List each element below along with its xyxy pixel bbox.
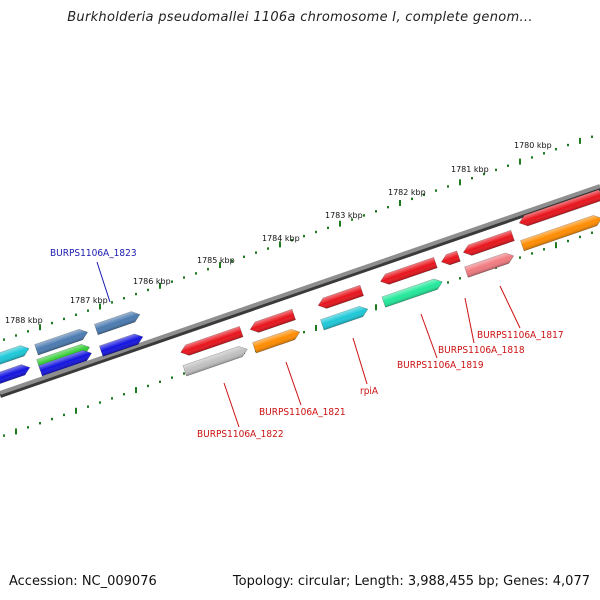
gene-mint-arrow[interactable] bbox=[381, 277, 444, 308]
gene-blue2-arrow[interactable] bbox=[38, 348, 94, 377]
scale-label: 1782 kbp bbox=[388, 188, 426, 197]
gene-shading bbox=[0, 364, 30, 388]
gene-shading bbox=[520, 215, 600, 251]
gene-shading bbox=[318, 285, 364, 309]
leader-line bbox=[420, 313, 438, 359]
gene-orange2-arrow[interactable] bbox=[252, 327, 302, 354]
leader-line bbox=[499, 285, 521, 329]
gene-orange-arrow[interactable] bbox=[520, 213, 600, 252]
scale-label: 1788 kbp bbox=[5, 316, 43, 325]
backbone bbox=[0, 184, 600, 395]
gene-cyan2-arrow[interactable] bbox=[0, 343, 31, 368]
gene-label-burps_1822[interactable]: BURPS1106A_1822 bbox=[197, 429, 284, 440]
gene-shading bbox=[441, 250, 461, 265]
gene-shading bbox=[519, 189, 600, 226]
scale-label: 1784 kbp bbox=[262, 234, 300, 243]
scale-label: 1781 kbp bbox=[451, 165, 489, 174]
gene-label-burps_1821[interactable]: BURPS1106A_1821 bbox=[259, 407, 346, 418]
gene-shading bbox=[252, 329, 300, 354]
features bbox=[0, 189, 600, 389]
gene-steel2-arrow[interactable] bbox=[34, 327, 90, 356]
gene-label-burps_1823[interactable]: BURPS1106A_1823 bbox=[50, 248, 137, 259]
scale-label: 1787 kbp bbox=[70, 296, 108, 305]
leader-line bbox=[223, 382, 240, 428]
gene-1818-arrow[interactable] bbox=[379, 256, 438, 286]
gene-shading bbox=[183, 346, 248, 376]
leader-line bbox=[464, 297, 475, 344]
gene-1819-arrow[interactable] bbox=[316, 284, 364, 310]
leader-line bbox=[96, 261, 111, 303]
gene-shading bbox=[463, 230, 515, 256]
gene-1817-arrow[interactable] bbox=[518, 189, 600, 228]
gene-cyan-arrow[interactable] bbox=[320, 304, 370, 331]
gene-label-burps_1818[interactable]: BURPS1106A_1818 bbox=[438, 345, 525, 356]
labels: BURPS1106A_1823 BURPS1106A_1817 BURPS1106A… bbox=[50, 248, 564, 440]
scale-label: 1785 kbp bbox=[197, 256, 235, 265]
gene-blue3-arrow[interactable] bbox=[0, 362, 32, 389]
scale-label: 1786 kbp bbox=[133, 277, 171, 286]
leader-line bbox=[285, 361, 302, 406]
gene-shading bbox=[380, 257, 438, 285]
gene-1820-arrow[interactable] bbox=[248, 308, 296, 334]
gene-small-arrow[interactable] bbox=[440, 250, 461, 267]
gene-shading bbox=[34, 329, 88, 355]
leader-line bbox=[352, 337, 368, 385]
accession-text: Accession: NC_009076 bbox=[9, 574, 157, 589]
scale-label: 1783 kbp bbox=[325, 211, 363, 220]
gene-blue-arrow[interactable] bbox=[99, 332, 144, 357]
scale-label: 1780 kbp bbox=[514, 141, 552, 150]
gene-shading bbox=[0, 345, 29, 367]
topology-summary: Topology: circular; Length: 3,988,455 bp… bbox=[232, 574, 590, 589]
gene-gray-arrow[interactable] bbox=[182, 344, 249, 377]
gene-shading bbox=[381, 278, 443, 308]
gene-shading bbox=[99, 333, 143, 357]
gene-shading bbox=[250, 309, 296, 333]
gene-shading bbox=[320, 306, 368, 331]
gene-shading bbox=[94, 311, 140, 335]
gene-shading bbox=[38, 350, 92, 376]
map-title: Burkholderia pseudomallei 1106a chromoso… bbox=[67, 10, 533, 25]
gene-label-rpia[interactable]: rpiA bbox=[360, 386, 379, 397]
gene-1821-arrow[interactable] bbox=[179, 326, 244, 357]
gene-shading bbox=[464, 252, 514, 278]
scale-outer: 1780 kbp 1781 kbp 1782 kbp 1783 kbp 1784 kbp… bbox=[3, 135, 593, 341]
gene-shading bbox=[180, 326, 244, 356]
gene-pink-arrow[interactable] bbox=[464, 251, 516, 278]
gene-label-burps_1817[interactable]: BURPS1106A_1817 bbox=[477, 330, 564, 341]
gene-1816-arrow[interactable] bbox=[462, 229, 515, 257]
gene-label-burps_1819[interactable]: BURPS1106A_1819 bbox=[397, 360, 484, 371]
gene-1823-arrow[interactable] bbox=[94, 309, 141, 336]
